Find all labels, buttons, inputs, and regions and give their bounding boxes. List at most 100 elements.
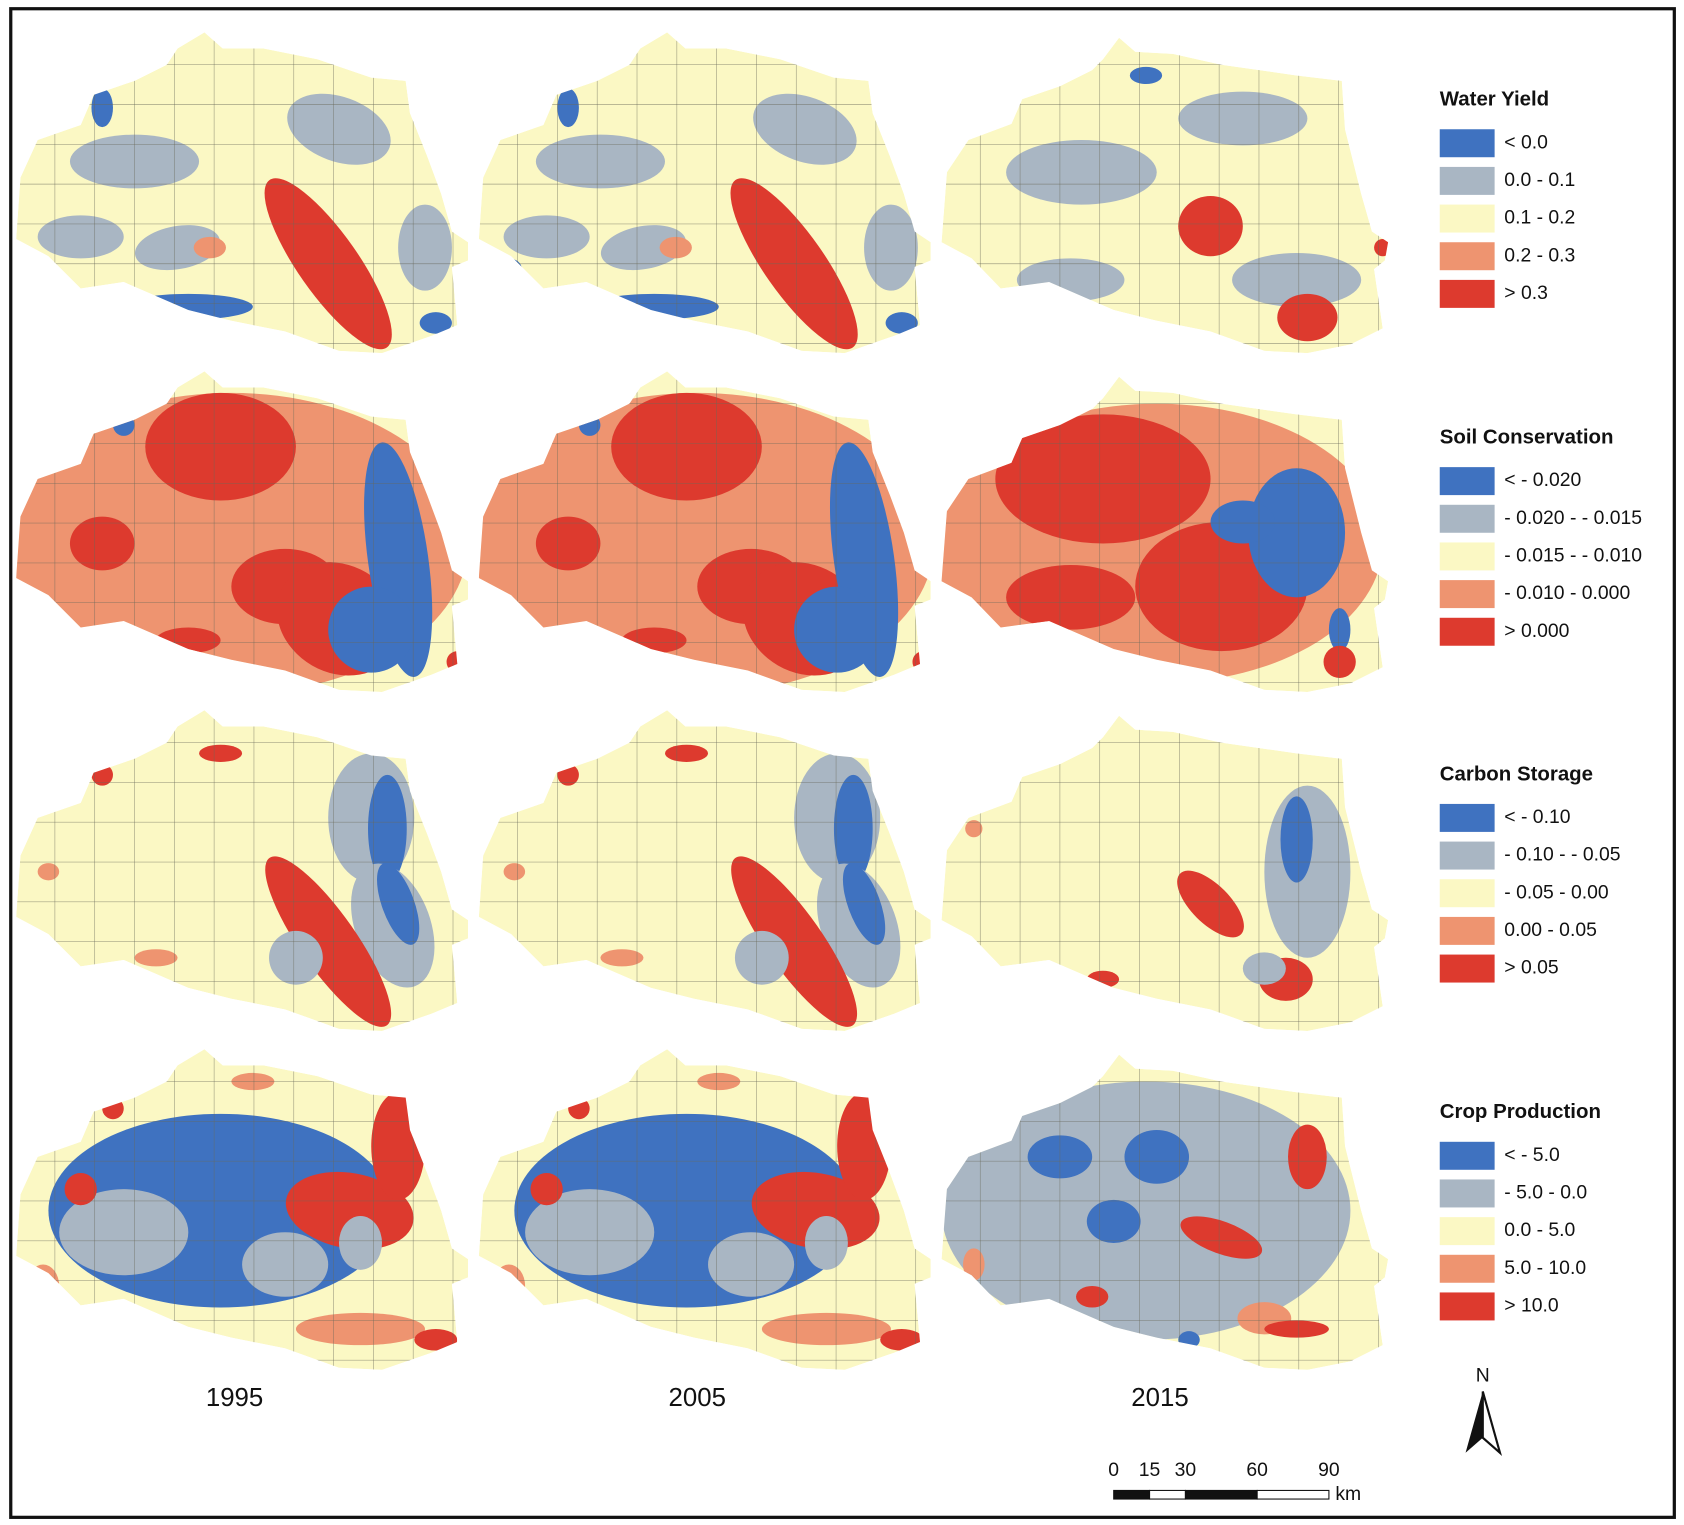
map [478,371,931,693]
legend-swatch [1439,1292,1495,1321]
arrow-left [1465,1391,1483,1453]
map-zone [30,258,56,280]
map-zone [287,93,391,165]
legend-swatch [1439,879,1495,908]
map-zone [535,516,601,571]
legend-swatch [1439,242,1495,271]
map-zone [1328,608,1351,652]
legend-swatch [1439,1217,1495,1246]
scale-label: 0 [1108,1459,1119,1481]
arrow-right [1481,1391,1503,1456]
map-zone [600,949,644,967]
legend-label: - 0.010 - 0.000 [1504,582,1630,604]
legend-swatch [1439,504,1495,533]
map-zone [659,236,692,259]
scale-segment [1184,1489,1258,1500]
year-label: 2005 [669,1384,726,1412]
legend-swatch [1439,204,1495,233]
map-zone [91,88,113,128]
legend-swatch [1439,954,1495,983]
scale-label: 15 [1139,1459,1161,1481]
map [16,710,469,1031]
map-zone [193,236,226,259]
map-zone [1178,91,1308,146]
map-zone [1180,1216,1263,1259]
map-base [941,715,1389,1031]
map-zone [837,1092,891,1200]
map-zone [1277,293,1338,342]
map-zone [600,225,687,271]
map-zone [1027,314,1071,332]
map-zone [535,134,665,189]
legend: Water Yield < 0.0 0.0 - 0.1 0.1 - 0.2 0.2 - … [1439,88,1642,1321]
map-zone [751,1171,880,1250]
legend-label: 0.00 - 0.05 [1504,919,1597,941]
north-label: N [1476,1364,1490,1386]
map-zone [112,414,135,436]
map-zone [199,744,243,762]
map-zone [1232,252,1362,307]
map-zone [26,1264,60,1308]
map-zone [1129,66,1163,85]
map-zone [285,1171,414,1250]
map-zone [1086,1199,1141,1243]
map-zone [734,930,789,985]
year-label: 1995 [206,1384,263,1412]
map-zone [842,863,886,945]
map-zone [963,1248,985,1281]
map [941,376,1389,693]
legend-swatch [1439,617,1495,646]
map-zone [1178,195,1243,257]
map [478,32,931,354]
map-zone [1076,1285,1109,1308]
map-zone [880,1329,924,1351]
map-zone [1178,1331,1200,1349]
map-zone [414,1329,458,1351]
legend-swatch [1439,1141,1495,1170]
map-zone [708,1232,795,1297]
map-zone [833,774,873,883]
legend-label: 5.0 - 10.0 [1504,1257,1586,1279]
map-zone [59,1189,189,1276]
legend-label: - 0.015 - - 0.010 [1504,545,1642,567]
map-zone [1323,645,1356,679]
map-zone [965,820,983,838]
map-zone [1177,870,1244,938]
legend-title: Soil Conservation [1440,425,1614,448]
legend-swatch [1439,467,1495,496]
legend-label: < - 0.020 [1504,469,1581,491]
legend-swatch [1439,916,1495,945]
legend-swatch [1439,1179,1495,1208]
map-zone [134,225,221,271]
legend-title: Crop Production [1440,1100,1601,1123]
map [478,1049,931,1370]
map-zone [885,312,918,334]
map-zone [376,863,420,945]
map-zone [864,204,918,291]
scale-label: 60 [1246,1459,1268,1481]
map-zone [1210,500,1276,544]
legend-label: - 0.10 - - 0.05 [1504,844,1620,866]
map-zone [503,215,590,259]
map-zone [368,774,407,883]
legend-label: - 0.020 - - 0.015 [1504,507,1642,529]
map-zone [568,1097,590,1120]
scale-unit: km [1335,1483,1361,1505]
map-zone [37,863,60,881]
map-zone [804,1216,848,1270]
map-zone [1280,796,1313,883]
map [941,1054,1389,1370]
map-zone [761,1312,891,1346]
map-zone [1016,258,1125,302]
legend-swatch [1439,542,1495,571]
scale-segment [1113,1489,1151,1500]
scale-label: 30 [1175,1459,1197,1481]
legend-label: > 0.3 [1504,282,1548,304]
frame [9,7,1676,1519]
legend-title: Carbon Storage [1440,762,1593,785]
map-zone [664,744,709,762]
map-zone [530,1173,563,1206]
map-zone [338,1216,382,1270]
